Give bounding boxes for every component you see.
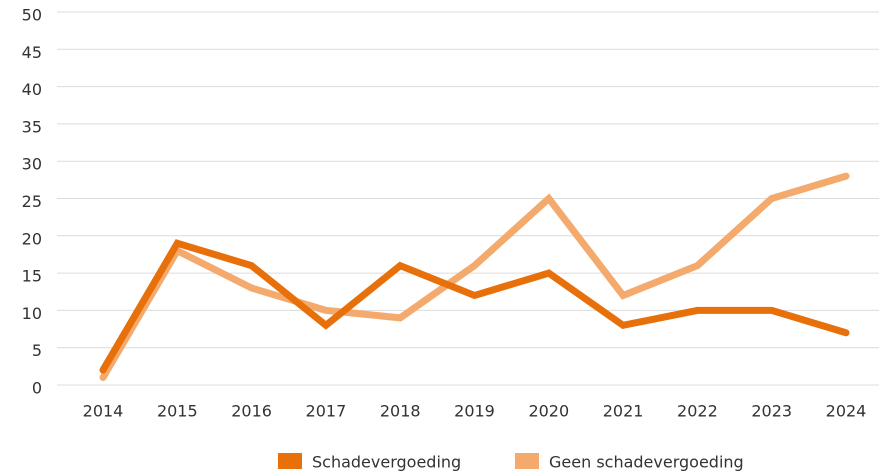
y-tick-label: 15 bbox=[22, 267, 42, 286]
x-tick-label: 2014 bbox=[83, 402, 124, 421]
y-tick-label: 35 bbox=[22, 117, 42, 136]
y-tick-label: 45 bbox=[22, 43, 42, 62]
y-tick-label: 40 bbox=[22, 80, 42, 99]
y-tick-label: 10 bbox=[22, 304, 42, 323]
x-tick-label: 2021 bbox=[603, 402, 644, 421]
x-tick-label: 2019 bbox=[454, 402, 495, 421]
x-tick-label: 2017 bbox=[306, 402, 347, 421]
x-tick-label: 2016 bbox=[231, 402, 272, 421]
y-tick-label: 20 bbox=[22, 229, 42, 248]
legend-swatch bbox=[278, 453, 302, 469]
x-tick-label: 2015 bbox=[157, 402, 198, 421]
x-tick-label: 2024 bbox=[826, 402, 867, 421]
y-tick-label: 0 bbox=[32, 379, 42, 398]
x-tick-label: 2023 bbox=[751, 402, 792, 421]
x-tick-label: 2018 bbox=[380, 402, 421, 421]
legend-label: Schadevergoeding bbox=[312, 453, 461, 471]
legend-label: Geen schadevergoeding bbox=[549, 453, 744, 471]
legend-swatch bbox=[515, 453, 539, 469]
series-line bbox=[99, 172, 850, 382]
y-tick-label: 25 bbox=[22, 192, 42, 211]
x-tick-label: 2022 bbox=[677, 402, 718, 421]
y-tick-label: 50 bbox=[22, 6, 42, 25]
series-line bbox=[99, 239, 850, 374]
y-tick-label: 30 bbox=[22, 155, 42, 174]
y-tick-label: 5 bbox=[32, 341, 42, 360]
x-tick-label: 2020 bbox=[528, 402, 569, 421]
